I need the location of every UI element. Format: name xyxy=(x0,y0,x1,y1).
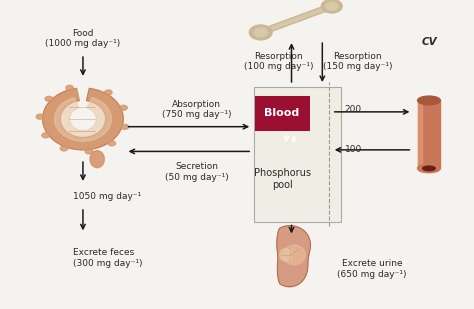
Text: 200: 200 xyxy=(345,105,362,114)
Circle shape xyxy=(66,85,73,90)
Text: Phosphorus
pool: Phosphorus pool xyxy=(254,168,310,190)
Circle shape xyxy=(108,141,116,146)
Circle shape xyxy=(60,146,68,151)
Circle shape xyxy=(120,105,128,110)
Circle shape xyxy=(36,114,44,119)
Text: Excrete urine
(650 mg day⁻¹): Excrete urine (650 mg day⁻¹) xyxy=(337,259,407,278)
Text: Absorption
(750 mg day⁻¹): Absorption (750 mg day⁻¹) xyxy=(162,99,231,119)
Bar xyxy=(418,100,422,168)
Text: Blood: Blood xyxy=(264,108,300,118)
Ellipse shape xyxy=(418,164,440,173)
Circle shape xyxy=(104,90,112,95)
Ellipse shape xyxy=(90,150,104,167)
Text: 100: 100 xyxy=(345,145,362,154)
Circle shape xyxy=(85,149,93,154)
Circle shape xyxy=(321,0,342,13)
FancyBboxPatch shape xyxy=(255,96,310,131)
Text: Food
(1000 mg day⁻¹): Food (1000 mg day⁻¹) xyxy=(46,29,120,48)
Circle shape xyxy=(254,28,267,37)
Polygon shape xyxy=(43,88,123,150)
Text: Resorption
(100 mg day⁻¹): Resorption (100 mg day⁻¹) xyxy=(244,52,313,71)
FancyBboxPatch shape xyxy=(254,87,341,222)
Circle shape xyxy=(121,125,128,129)
Circle shape xyxy=(45,96,53,101)
Polygon shape xyxy=(55,98,111,141)
Ellipse shape xyxy=(423,166,435,171)
Text: CV: CV xyxy=(421,37,437,47)
Bar xyxy=(418,100,440,168)
Ellipse shape xyxy=(418,96,440,105)
Text: Secretion
(50 mg day⁻¹): Secretion (50 mg day⁻¹) xyxy=(165,162,228,182)
Circle shape xyxy=(42,133,49,138)
Text: Excrete feces
(300 mg day⁻¹): Excrete feces (300 mg day⁻¹) xyxy=(73,248,143,268)
Text: 1050 mg day⁻¹: 1050 mg day⁻¹ xyxy=(73,192,142,201)
Text: Resorption
(150 mg day⁻¹): Resorption (150 mg day⁻¹) xyxy=(323,52,392,71)
Circle shape xyxy=(249,25,272,40)
Polygon shape xyxy=(277,226,310,287)
Ellipse shape xyxy=(280,249,292,261)
Circle shape xyxy=(326,2,338,10)
Polygon shape xyxy=(283,245,305,265)
